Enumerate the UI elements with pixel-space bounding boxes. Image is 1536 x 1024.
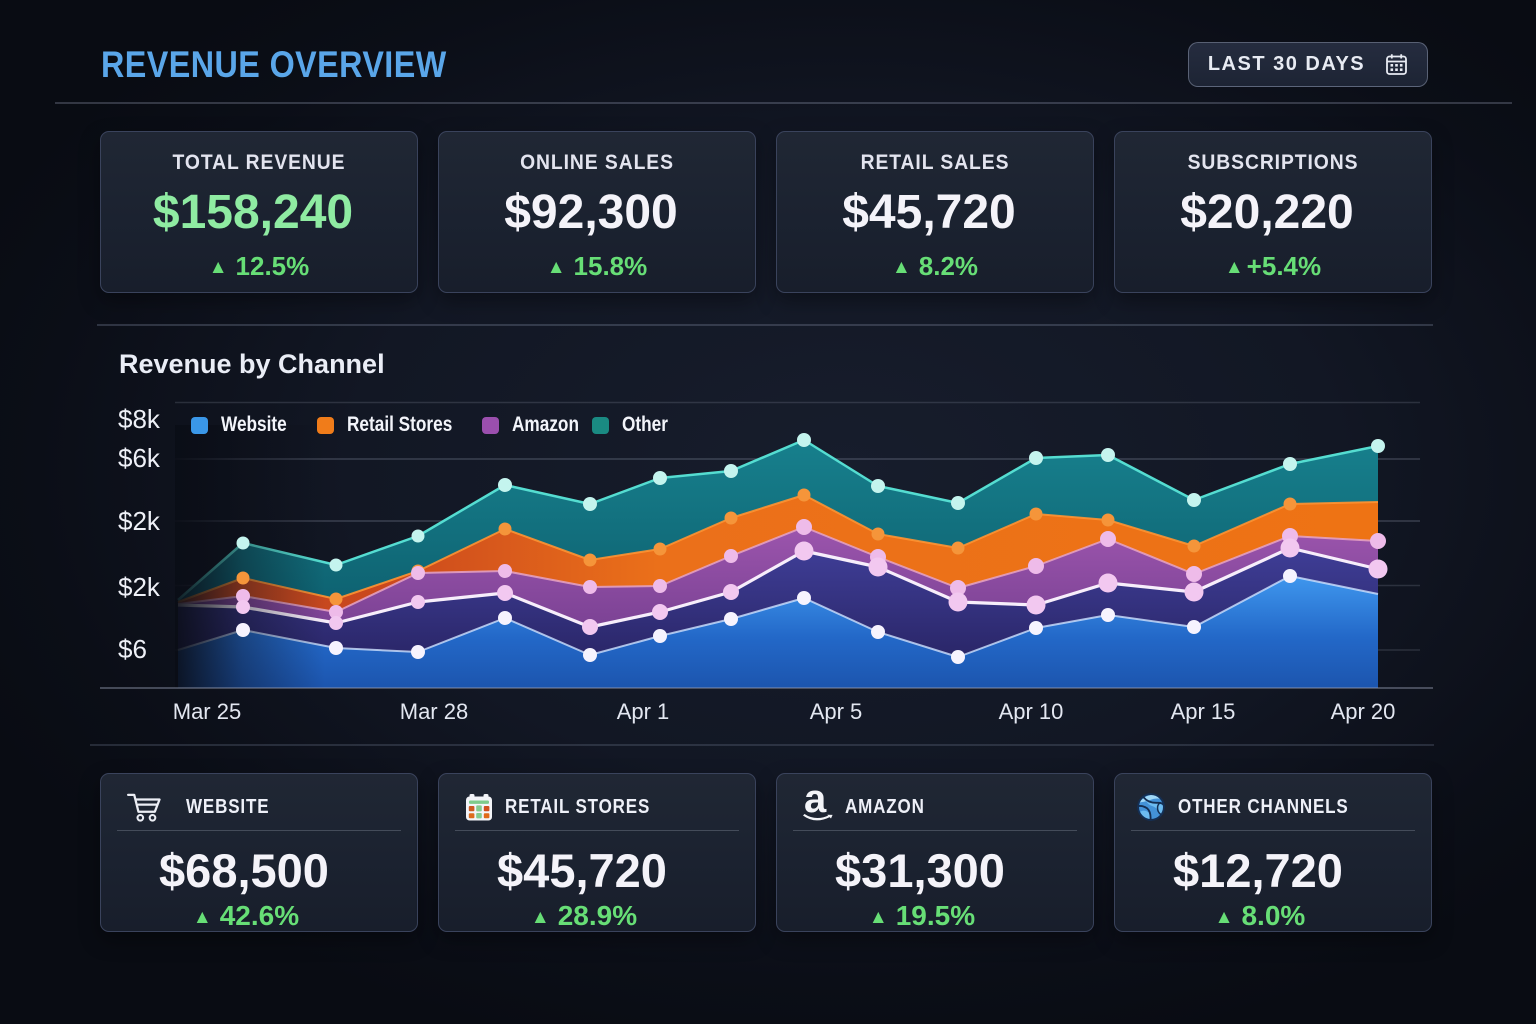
svg-text:$8k: $8k [118, 404, 161, 434]
svg-text:$6k: $6k [118, 443, 161, 473]
svg-text:Apr 20: Apr 20 [1331, 699, 1396, 724]
svg-text:$2k: $2k [118, 506, 161, 536]
svg-text:Mar 25: Mar 25 [173, 699, 241, 724]
svg-text:$6: $6 [118, 634, 147, 664]
svg-text:Apr 10: Apr 10 [999, 699, 1064, 724]
svg-text:Apr 1: Apr 1 [617, 699, 670, 724]
svg-text:Apr 5: Apr 5 [810, 699, 863, 724]
svg-text:Mar 28: Mar 28 [400, 699, 468, 724]
svg-text:$2k: $2k [118, 572, 161, 602]
svg-text:Apr 15: Apr 15 [1171, 699, 1236, 724]
